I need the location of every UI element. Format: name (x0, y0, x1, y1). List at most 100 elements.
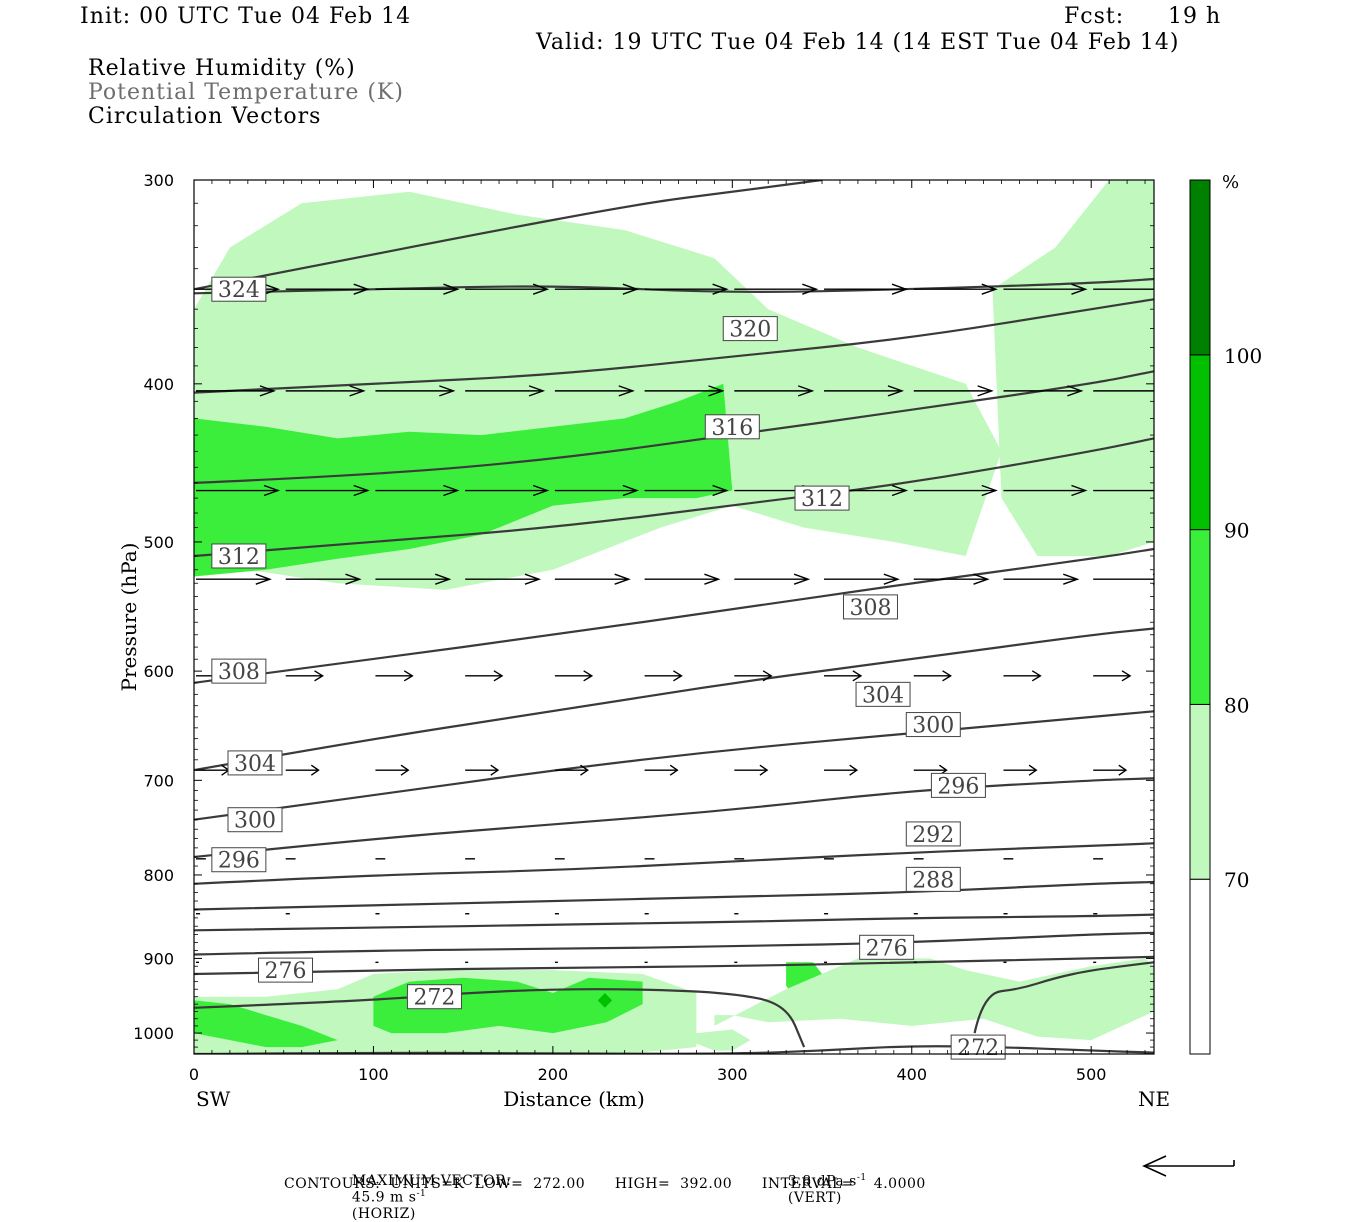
circulation-vector (644, 283, 729, 295)
contour-label-box (905, 712, 961, 738)
circulation-vector (1003, 283, 1088, 295)
contour-label: 312 (211, 543, 267, 570)
contour-label-text: 320 (729, 318, 771, 343)
circulation-vector (1003, 484, 1088, 497)
contour-label-box (227, 807, 283, 833)
max-vert-value: 3.8 dPa s (787, 1173, 857, 1190)
circulation-vector (734, 670, 773, 682)
forecast-label: Fcst: (1064, 4, 1125, 29)
contour-label: 304 (227, 750, 283, 777)
rh-region-100 (597, 993, 613, 1008)
circulation-vector (644, 764, 679, 776)
contour-label-box (704, 414, 760, 440)
circulation-vector (285, 484, 370, 497)
contour-label: 312 (794, 485, 850, 512)
circulation-vector (554, 764, 589, 776)
reference-vector-arrow (1142, 1155, 1235, 1177)
contour-label-box (211, 847, 267, 873)
max-vert-exponent: -1 (856, 1173, 867, 1183)
rh-region-90 (194, 1000, 338, 1048)
circulation-vector (375, 385, 456, 397)
contour-label-text: 276 (866, 936, 908, 961)
circulation-vector (554, 283, 639, 295)
circulation-vector (465, 385, 546, 397)
y-tick-label: 600 (143, 662, 174, 681)
circulation-vector (375, 283, 460, 295)
circulation-vector (1003, 385, 1084, 397)
circulation-vector (1093, 670, 1132, 682)
contour-label: 276 (859, 934, 915, 961)
colorbar: 70 80 90 100% (1189, 172, 1262, 1055)
y-tick-label: 500 (143, 533, 174, 552)
x-tick-label: 500 (1076, 1065, 1107, 1084)
theta-contour-272 (194, 988, 806, 1048)
circulation-vector (285, 670, 324, 682)
theta-contour-272 (194, 1045, 1154, 1054)
colorbar-segment (1189, 529, 1211, 705)
theta-contour-276 (194, 955, 1154, 976)
circulation-vector (465, 283, 550, 295)
contour-label-box (794, 485, 850, 511)
colorbar-segment (1189, 878, 1211, 1055)
contour-label-box (211, 276, 267, 302)
contour-label-box (905, 821, 961, 847)
theta-contour-316 (194, 298, 1154, 394)
circulation-vector (824, 670, 863, 682)
circulation-vector (285, 764, 320, 776)
contour-label-text: 308 (218, 660, 260, 685)
theta-contour-300 (194, 627, 1154, 772)
circulation-vector (554, 573, 631, 585)
theta-contour-layer (194, 180, 1154, 1054)
contour-label-layer: 324 320 316 312 312 308 308 304 304 300 296 300 292 2… (211, 276, 1006, 1061)
circulation-vector (824, 573, 900, 585)
circulation-vector (1093, 390, 1154, 392)
rh-region-90 (194, 383, 733, 577)
contour-label: 304 (855, 681, 911, 708)
circulation-vector (375, 764, 410, 776)
rh-region-80 (992, 180, 1154, 556)
contour-label-box (258, 957, 314, 983)
circulation-vector (196, 484, 281, 497)
y-tick-label: 300 (143, 171, 174, 190)
x-end-label-right: NE (1138, 1087, 1170, 1111)
contour-label-box (855, 681, 911, 707)
circulation-vector (375, 484, 460, 497)
contour-label-text: 296 (937, 774, 979, 799)
circulation-vector (913, 670, 952, 682)
contour-label-box (842, 594, 898, 620)
y-tick-label: 800 (143, 866, 174, 885)
theta-contour-284 (194, 880, 1154, 911)
circulation-vector (554, 385, 635, 397)
theta-contour-308 (194, 437, 1154, 558)
colorbar-segment (1189, 703, 1211, 880)
theta-contour-324 (194, 180, 823, 291)
circulation-vector (824, 385, 905, 397)
y-tick-label: 900 (143, 949, 174, 968)
contour-label: 320 (722, 316, 778, 343)
contour-label-text: 312 (801, 487, 843, 512)
contour-label-text: 304 (234, 752, 276, 777)
contour-label-box (227, 750, 283, 776)
theta-contour-292 (194, 777, 1154, 859)
colorbar-label: 90 (1224, 519, 1249, 543)
x-tick-label: 100 (358, 1065, 389, 1084)
contour-label-box (406, 984, 462, 1010)
colorbar-label: 100 (1224, 344, 1262, 368)
contour-label-text: 312 (218, 545, 260, 570)
colorbar-segment (1189, 354, 1211, 531)
contour-label-box (211, 658, 267, 684)
circulation-vector (375, 670, 414, 682)
circulation-vector (1003, 573, 1080, 585)
forecast-hour: 19 h (1168, 4, 1222, 29)
plot-frame (193, 179, 1155, 1055)
colorbar-segment (1189, 179, 1211, 356)
circulation-vector (285, 385, 366, 397)
circulation-vector (375, 573, 452, 585)
y-tick-label: 400 (143, 375, 174, 394)
circulation-vector (734, 573, 811, 585)
theta-contour-304 (194, 547, 1154, 684)
circulation-vector (824, 283, 909, 295)
circulation-vector (1093, 288, 1154, 290)
max-horiz-exponent: -1 (416, 1189, 427, 1199)
max-horiz-tag: (HORIZ) (351, 1205, 416, 1222)
